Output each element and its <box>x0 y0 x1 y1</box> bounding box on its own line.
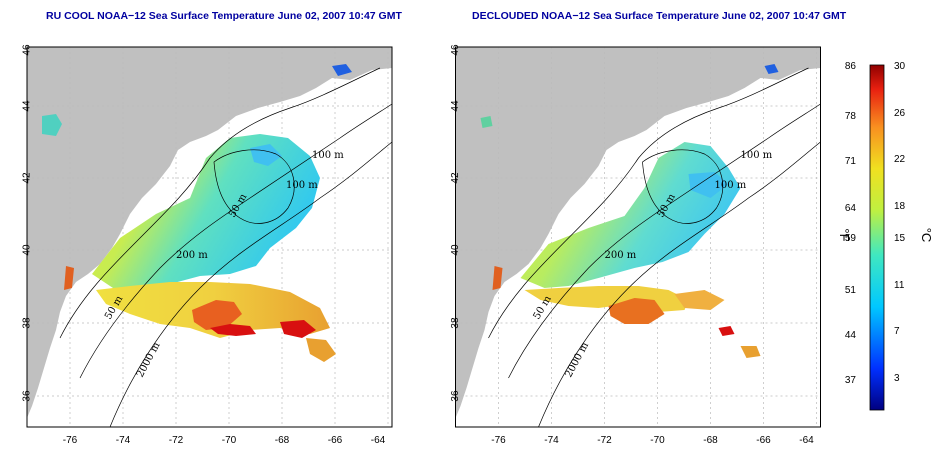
y-axis-ticks: 36 38 40 42 44 46 <box>450 44 461 402</box>
svg-text:36: 36 <box>21 390 32 402</box>
svg-text:-70: -70 <box>650 435 665 446</box>
svg-text:15: 15 <box>894 233 906 244</box>
sst-data <box>42 64 352 362</box>
sst-data <box>480 64 779 358</box>
svg-text:-66: -66 <box>756 435 771 446</box>
svg-text:-72: -72 <box>169 435 184 446</box>
x-axis-ticks: -76 -74 -72 -70 -68 -66 -64 <box>63 435 386 446</box>
svg-text:-66: -66 <box>328 435 343 446</box>
fahrenheit-label: °F <box>837 228 852 241</box>
svg-text:71: 71 <box>845 156 857 167</box>
svg-text:59: 59 <box>845 233 857 244</box>
svg-text:-64: -64 <box>371 435 386 446</box>
y-axis-ticks: 36 38 40 42 44 46 <box>21 44 32 402</box>
svg-text:38: 38 <box>21 317 32 329</box>
svg-text:22: 22 <box>894 154 906 165</box>
celsius-ticks: 30 26 22 18 15 11 7 3 <box>894 61 906 384</box>
svg-text:3: 3 <box>894 373 900 384</box>
svg-text:-68: -68 <box>703 435 718 446</box>
svg-text:-76: -76 <box>63 435 78 446</box>
depth-contours <box>488 67 821 428</box>
svg-text:-74: -74 <box>116 435 131 446</box>
svg-text:-68: -68 <box>275 435 290 446</box>
land-mass <box>27 47 392 418</box>
svg-text:11: 11 <box>894 280 905 291</box>
svg-text:86: 86 <box>845 61 857 72</box>
svg-text:44: 44 <box>450 100 461 112</box>
left-sst-map[interactable]: 100 m 100 m 50 m 200 m 50 m 2000 m -76 -… <box>20 38 400 458</box>
svg-text:100 m: 100 m <box>741 150 773 161</box>
svg-text:100 m: 100 m <box>715 180 747 191</box>
right-sst-map[interactable]: 100 m 100 m 50 m 200 m 50 m 2000 m -76 -… <box>446 38 831 458</box>
svg-text:-74: -74 <box>544 435 559 446</box>
svg-text:36: 36 <box>450 390 461 402</box>
svg-text:100 m: 100 m <box>286 180 318 191</box>
svg-text:44: 44 <box>845 330 857 341</box>
svg-text:40: 40 <box>21 244 32 256</box>
svg-text:38: 38 <box>450 317 461 329</box>
colorbar-gradient <box>869 64 885 411</box>
depth-contours <box>59 67 393 428</box>
svg-text:64: 64 <box>845 203 857 214</box>
svg-text:40: 40 <box>450 244 461 256</box>
svg-text:7: 7 <box>894 326 900 337</box>
fahrenheit-ticks: 86 78 71 64 59 51 44 37 <box>845 61 857 386</box>
svg-text:26: 26 <box>894 108 906 119</box>
land-mass <box>455 47 821 418</box>
left-map-title: RU COOL NOAA−12 Sea Surface Temperature … <box>46 10 402 22</box>
right-map-title: DECLOUDED NOAA−12 Sea Surface Temperatur… <box>472 10 847 22</box>
svg-text:44: 44 <box>21 100 32 112</box>
svg-text:78: 78 <box>845 111 857 122</box>
svg-text:46: 46 <box>21 44 32 56</box>
svg-text:-64: -64 <box>799 435 814 446</box>
svg-text:-76: -76 <box>491 435 506 446</box>
svg-text:46: 46 <box>450 44 461 56</box>
svg-text:42: 42 <box>450 172 461 184</box>
svg-text:200 m: 200 m <box>605 250 637 261</box>
map-frame: 100 m 100 m 50 m 200 m 50 m 2000 m <box>455 46 821 428</box>
svg-text:18: 18 <box>894 201 906 212</box>
x-axis-ticks: -76 -74 -72 -70 -68 -66 -64 <box>491 435 814 446</box>
map-frame: 100 m 100 m 50 m 200 m 50 m 2000 m <box>26 46 393 428</box>
celsius-label: °C <box>919 228 934 243</box>
svg-text:200 m: 200 m <box>176 250 208 261</box>
svg-text:51: 51 <box>845 285 857 296</box>
svg-text:30: 30 <box>894 61 906 72</box>
svg-text:-72: -72 <box>597 435 612 446</box>
temperature-colorbar: 86 78 71 64 59 51 44 37 30 26 22 18 15 1… <box>837 61 934 411</box>
svg-text:37: 37 <box>845 375 857 386</box>
svg-text:100 m: 100 m <box>312 150 344 161</box>
svg-text:-70: -70 <box>222 435 237 446</box>
svg-text:42: 42 <box>21 172 32 184</box>
